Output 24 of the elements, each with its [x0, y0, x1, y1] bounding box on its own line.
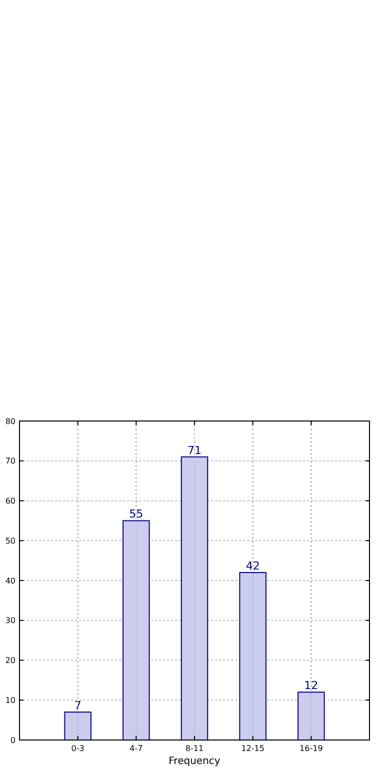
data-label: 42 — [246, 560, 260, 573]
y-tick-label: 60 — [5, 496, 16, 506]
x-tick-label: 16-19 — [300, 744, 323, 753]
data-label: 55 — [129, 508, 144, 521]
x-tick-label: 8-11 — [185, 744, 204, 753]
y-tick-label: 0 — [10, 736, 16, 745]
bar — [64, 712, 92, 740]
x-tick-label: 0-3 — [71, 744, 84, 753]
y-tick-label: 10 — [5, 696, 16, 705]
y-tick-label: 20 — [5, 656, 16, 666]
y-tick-label: 40 — [5, 576, 16, 586]
data-label: 12 — [304, 679, 318, 692]
y-tick-label: 30 — [5, 616, 16, 626]
x-tick-label: 4-7 — [130, 744, 143, 753]
y-tick-label: 80 — [5, 416, 16, 426]
bar — [180, 456, 208, 740]
bar — [239, 572, 266, 740]
x-axis-title: Frequency — [168, 756, 220, 767]
bar — [122, 520, 150, 740]
y-tick-label: 70 — [5, 456, 16, 466]
y-tick-label: 50 — [5, 536, 16, 546]
data-label: 71 — [188, 444, 202, 457]
bar — [298, 692, 325, 740]
x-tick-label: 12-15 — [241, 744, 264, 753]
